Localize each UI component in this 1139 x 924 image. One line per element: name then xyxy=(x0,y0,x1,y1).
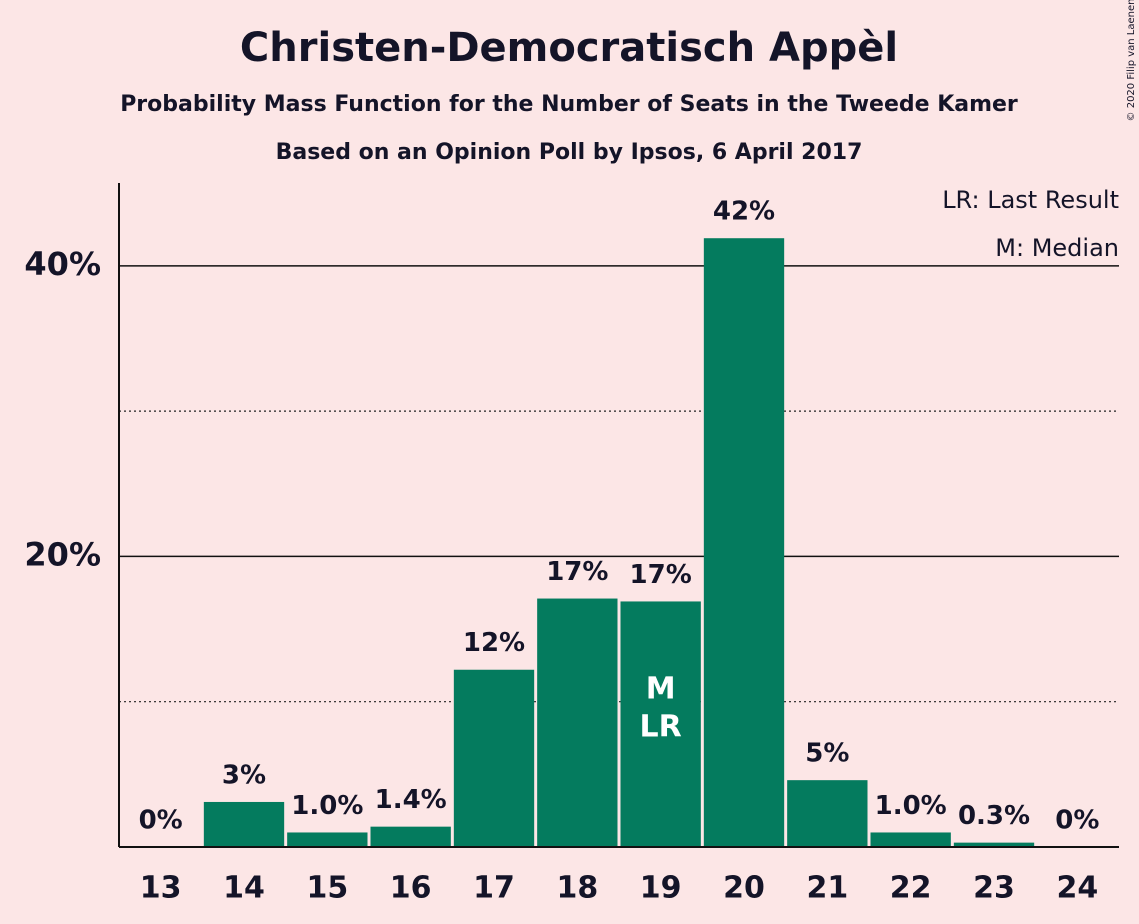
x-tick-label: 13 xyxy=(140,871,182,906)
bar xyxy=(787,780,868,847)
value-label: 42% xyxy=(713,197,775,227)
chart-subtitle: Based on an Opinion Poll by Ipsos, 6 Apr… xyxy=(276,140,863,165)
copyright: © 2020 Filip van Laenen xyxy=(1126,0,1137,121)
legend-note: LR: Last Result xyxy=(942,186,1119,214)
x-tick-label: 15 xyxy=(306,871,348,906)
value-label: 0% xyxy=(139,806,183,836)
value-label: 0% xyxy=(1055,806,1099,836)
value-label: 12% xyxy=(463,628,525,658)
value-label: 1.0% xyxy=(291,791,363,821)
bar xyxy=(537,598,618,847)
x-tick-label: 18 xyxy=(556,871,598,906)
x-tick-label: 16 xyxy=(390,871,432,906)
bar-annotation: LR xyxy=(640,710,682,745)
bar xyxy=(287,832,368,847)
value-label: 0.3% xyxy=(958,801,1030,831)
value-label: 17% xyxy=(546,557,608,587)
value-label: 17% xyxy=(630,560,692,590)
bar xyxy=(203,801,285,847)
value-label: 1.0% xyxy=(875,791,947,821)
x-tick-label: 20 xyxy=(723,871,765,906)
x-tick-label: 14 xyxy=(223,871,265,906)
x-tick-label: 19 xyxy=(640,871,682,906)
y-tick-label: 40% xyxy=(24,245,101,283)
bar xyxy=(953,842,1035,847)
value-label: 1.4% xyxy=(375,785,447,815)
x-tick-label: 23 xyxy=(973,871,1015,906)
bar xyxy=(620,601,701,847)
bar-annotation: M xyxy=(646,672,676,707)
bar xyxy=(703,238,785,847)
bar xyxy=(870,832,951,847)
value-label: 5% xyxy=(805,739,849,769)
x-tick-label: 21 xyxy=(806,871,848,906)
legend-note: M: Median xyxy=(995,234,1119,262)
value-label: 3% xyxy=(222,760,266,790)
bar xyxy=(370,826,451,847)
x-tick-label: 22 xyxy=(890,871,932,906)
y-tick-label: 20% xyxy=(24,535,101,573)
chart-title: Christen-Democratisch Appèl xyxy=(240,25,898,71)
x-tick-label: 24 xyxy=(1056,871,1098,906)
x-tick-label: 17 xyxy=(473,871,515,906)
bar xyxy=(453,669,535,847)
chart-subtitle: Probability Mass Function for the Number… xyxy=(120,92,1018,117)
